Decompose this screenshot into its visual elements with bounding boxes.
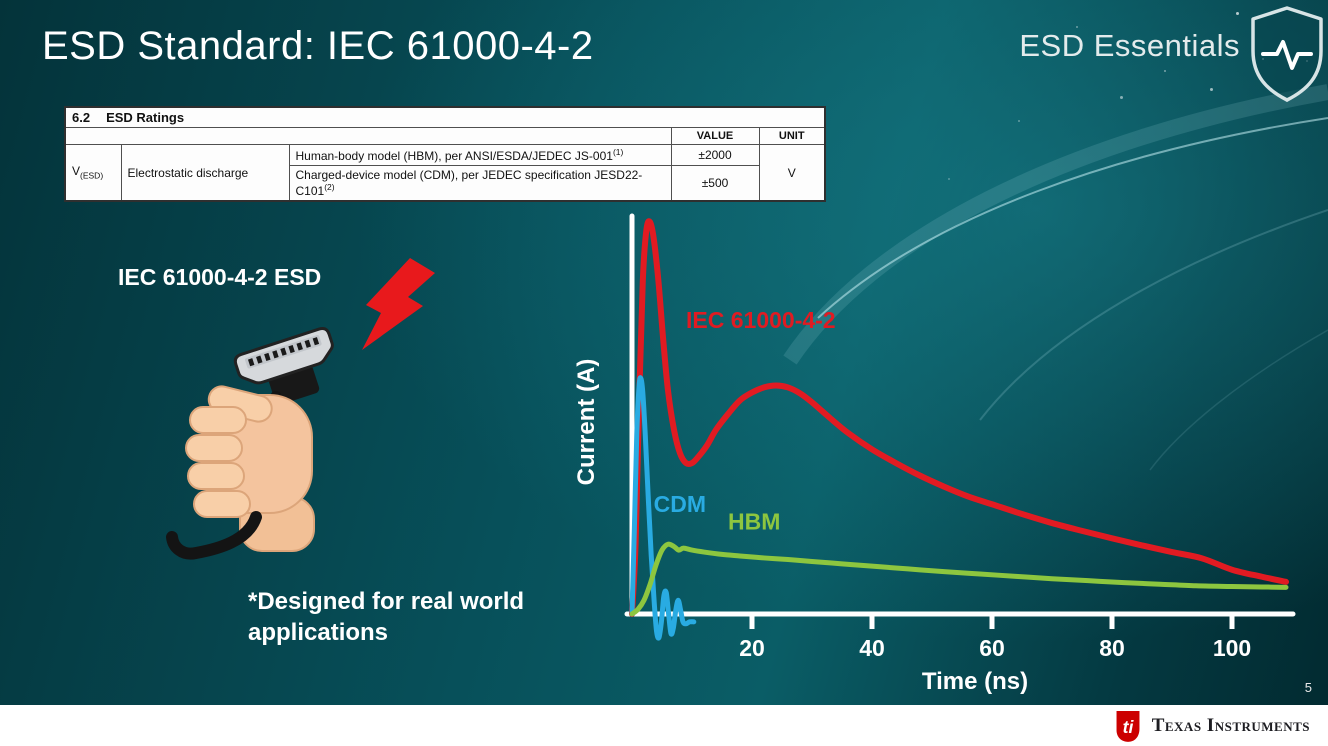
designed-note: *Designed for real world applications [248,586,524,648]
section-title: ESD Ratings [106,110,185,125]
x-tick-label: 100 [1213,635,1251,661]
cdm-desc-text: Charged-device model (CDM), per JEDEC sp… [295,168,643,198]
hand [185,385,315,552]
table-cell-cdm-desc: Charged-device model (CDM), per JEDEC sp… [288,165,672,202]
table-header-empty [64,127,672,145]
table-cell-hbm-value: ±2000 [670,144,760,166]
cdm-desc-sup: (2) [324,182,335,192]
table-cell-symbol: V(ESD) [64,144,122,202]
lightning-bolt-icon [362,258,435,350]
x-tick-label: 40 [859,635,885,661]
x-tick-label: 80 [1099,635,1125,661]
esd-current-chart: Current (A) Time (ns) 20 40 60 80 100 IEC 610… [575,213,1296,695]
y-axis-title: Current (A) [575,359,600,486]
esd-ratings-table: 6.2 ESD Ratings VALUE UNIT V(ESD) Electro… [64,106,826,202]
table-cell-parameter: Electrostatic discharge [120,144,290,202]
shield-pulse-icon [1251,6,1323,102]
table-cell-hbm-desc: Human-body model (HBM), per ANSI/ESDA/JE… [288,144,672,166]
hbm-desc-sup: (1) [612,147,624,157]
table-header-unit: UNIT [758,127,826,145]
cable-lower [166,511,262,560]
page-number: 5 [1304,680,1312,695]
table-cell-cdm-value: ±500 [670,165,760,202]
page-title: ESD Standard: IEC 61000-4-2 [42,24,594,68]
series-label: IEC 61000-4-2 [686,307,836,333]
note-line-2: applications [248,619,389,647]
hbm-desc-text: Human-body model (HBM), per ANSI/ESDA/JE… [295,149,613,163]
x-tick-label: 60 [979,635,1005,661]
iec-esd-label: IEC 61000-4-2 ESD [118,264,322,290]
series-label: CDM [654,491,706,517]
series-hbm [629,541,1289,617]
section-number: 6.2 [72,110,91,125]
brand-text: ESD Essentials [1019,28,1240,63]
footer-bar: ti Texas Instruments [0,705,1328,746]
x-axis-title: Time (ns) [922,668,1028,695]
table-caption: 6.2 ESD Ratings [64,106,826,128]
note-line-1: *Designed for real world [248,588,525,615]
hand-hdmi-illustration [166,258,435,560]
hdmi-connector [233,327,334,405]
ti-logo: ti Texas Instruments [1113,709,1310,743]
svg-text:ti: ti [1122,717,1134,737]
symbol-base: V [72,164,81,179]
series-cdm [629,375,697,641]
ti-logo-icon: ti [1116,711,1140,742]
x-tick-label: 20 [739,635,765,661]
table-cell-unit: V [758,144,826,202]
table-header-value: VALUE [670,127,760,145]
ti-logo-text: Texas Instruments [1151,715,1310,736]
series-iec-61000-4-2 [629,218,1289,617]
series-label: HBM [728,509,780,535]
symbol-sub: (ESD) [80,170,104,181]
